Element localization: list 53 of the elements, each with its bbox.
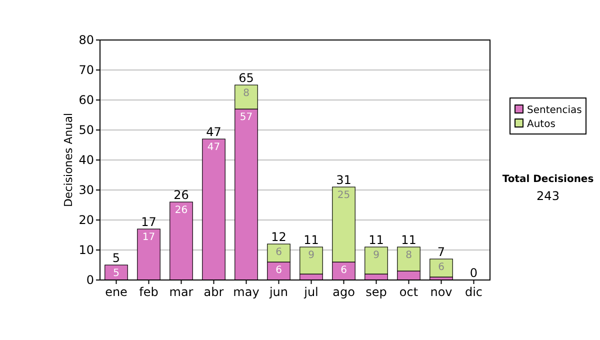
total-label: 11 (401, 233, 416, 247)
x-tick-label: abr (204, 285, 224, 299)
x-tick-label: nov (430, 285, 452, 299)
y-axis-title: Decisiones Anual (62, 112, 75, 208)
data-label: 6 (340, 265, 347, 276)
total-label: 12 (271, 230, 286, 244)
data-label: 5 (113, 268, 120, 279)
data-label: 8 (243, 88, 250, 99)
x-tick-label: jun (268, 285, 288, 299)
data-label: 6 (276, 265, 282, 276)
data-label: 17 (142, 232, 156, 243)
total-label: 0 (470, 266, 478, 280)
total-label: 47 (206, 125, 222, 139)
x-tick-label: sep (366, 285, 387, 299)
x-tick-label: may (233, 285, 260, 299)
y-tick-label: 50 (78, 123, 94, 137)
y-tick-label: 0 (86, 273, 94, 287)
data-label: 6 (276, 247, 282, 258)
y-tick-label: 80 (78, 33, 94, 47)
text: 243 (536, 189, 560, 203)
x-tick-label: jul (303, 285, 318, 299)
y-tick-label: 10 (78, 243, 94, 257)
legend-label: Sentencias (527, 105, 582, 116)
data-label: 9 (373, 250, 380, 261)
total-label: 11 (304, 233, 319, 247)
x-tick-label: mar (169, 285, 194, 299)
data-label: 6 (438, 262, 444, 273)
legend-label: Autos (527, 119, 556, 130)
y-tick-label: 20 (78, 213, 94, 227)
data-label: 57 (240, 112, 253, 123)
x-tick-label: ene (105, 285, 128, 299)
y-tick-label: 40 (78, 153, 94, 167)
x-tick-label: dic (464, 285, 483, 299)
data-label: 9 (308, 250, 314, 261)
total-label: 65 (238, 71, 254, 85)
x-tick-label: ago (332, 285, 355, 299)
total-label: 7 (437, 245, 446, 259)
data-label: 25 (337, 190, 350, 201)
x-tick-label: feb (139, 285, 158, 299)
total-label: 17 (141, 215, 156, 229)
y-tick-label: 70 (78, 63, 94, 77)
x-tick-label: oct (399, 285, 418, 299)
data-label: 26 (174, 205, 188, 216)
total-label: 5 (112, 251, 120, 265)
text: Total Decisiones (502, 174, 594, 185)
bar (430, 258, 453, 278)
total-label: 31 (336, 173, 352, 187)
y-tick-label: 30 (78, 183, 94, 197)
total-label: 26 (174, 188, 189, 202)
data-label: 47 (207, 142, 220, 153)
y-tick-label: 60 (78, 93, 94, 107)
total-label: 11 (368, 233, 384, 247)
data-label: 8 (406, 250, 412, 261)
